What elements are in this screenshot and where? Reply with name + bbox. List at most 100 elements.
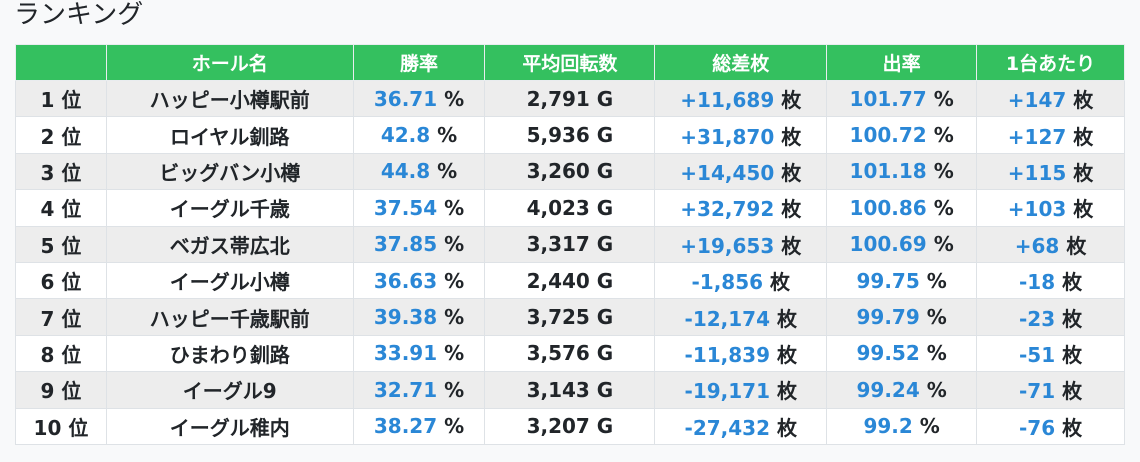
- payout-rate-cell: 99.75 %: [826, 261, 978, 300]
- total-diff-cell: +31,870 枚: [654, 116, 828, 154]
- table-row: 6 位イーグル小樽 36.63 % 2,440 G -1,856 枚 99.75 % -1…: [15, 261, 1125, 300]
- payout-rate-cell-unit: %: [926, 268, 947, 293]
- rank-cell-value: 4 位: [40, 197, 82, 222]
- win-rate-cell-value: 44.8: [380, 159, 431, 184]
- table-row: 1 位ハッピー小樽駅前 36.71 % 2,791 G +11,689 枚 101.77…: [15, 79, 1125, 118]
- rank-cell: 7 位: [15, 298, 107, 336]
- per-machine-cell: -23 枚: [976, 298, 1125, 336]
- per-machine-cell-unit: 枚: [1062, 342, 1083, 367]
- hall-name-cell: イーグル稚内: [105, 407, 354, 445]
- per-machine-cell: -51 枚: [976, 334, 1125, 373]
- table-row: 4 位イーグル千歳 37.54 % 4,023 G +32,792 枚 100.86 %…: [15, 189, 1125, 227]
- rank-cell-value: 10 位: [33, 415, 89, 440]
- hall-name-cell-value: ロイヤル釧路: [170, 124, 290, 149]
- total-diff-cell-value: -27,432: [684, 415, 770, 440]
- per-machine-cell-value: -51: [1018, 342, 1056, 367]
- avg-spins-cell: 4,023 G: [484, 189, 656, 227]
- rank-cell: 4 位: [15, 189, 107, 227]
- per-machine-cell-unit: 枚: [1073, 124, 1094, 149]
- avg-spins-cell-value: 3,317 G: [526, 232, 614, 257]
- hall-name-cell: ハッピー小樽駅前: [105, 79, 354, 118]
- page-title: ランキング: [14, 0, 144, 30]
- total-diff-cell-value: -12,174: [684, 306, 770, 331]
- win-rate-cell-unit: %: [437, 159, 458, 184]
- per-machine-cell-value: -76: [1018, 415, 1056, 440]
- win-rate-cell-value: 32.71: [373, 377, 438, 402]
- per-machine-cell: +68 枚: [976, 225, 1125, 263]
- hall-name-cell-value: イーグル9: [182, 379, 277, 404]
- per-machine-cell-value: +147: [1007, 88, 1067, 113]
- win-rate-cell-value: 39.38: [373, 305, 438, 330]
- payout-rate-cell-value: 101.18: [849, 159, 927, 184]
- avg-spins-cell: 2,791 G: [484, 79, 656, 118]
- table-header: ホール名 勝率 平均回転数 総差枚 出率 1台あたり: [15, 44, 1125, 81]
- payout-rate-cell: 100.86 %: [826, 189, 978, 227]
- total-diff-cell-unit: 枚: [776, 306, 797, 331]
- avg-spins-cell: 3,317 G: [484, 225, 656, 263]
- payout-rate-cell-value: 99.79: [856, 305, 920, 330]
- total-diff-cell-value: +32,792: [680, 197, 775, 222]
- per-machine-cell-unit: 枚: [1073, 88, 1094, 113]
- avg-spins-cell-value: 4,023 G: [526, 195, 614, 220]
- win-rate-cell: 44.8 %: [352, 152, 486, 191]
- per-machine-cell-unit: 枚: [1062, 270, 1083, 295]
- payout-rate-cell-value: 100.72: [849, 123, 927, 148]
- total-diff-cell-unit: 枚: [781, 124, 802, 149]
- payout-rate-cell-unit: %: [933, 86, 954, 111]
- hall-name-cell: イーグル9: [105, 371, 354, 409]
- rank-cell: 2 位: [15, 116, 107, 154]
- table-row: 9 位イーグル9 32.71 % 3,143 G -19,171 枚 99.24 % -7…: [15, 371, 1125, 409]
- table-body: 1 位ハッピー小樽駅前 36.71 % 2,791 G +11,689 枚 101.77…: [15, 79, 1125, 445]
- header-row: ホール名 勝率 平均回転数 総差枚 出率 1台あたり: [15, 44, 1125, 81]
- hall-name-cell-value: ハッピー千歳駅前: [149, 306, 310, 331]
- total-diff-cell: -19,171 枚: [654, 371, 828, 409]
- per-machine-cell-value: -71: [1018, 379, 1056, 404]
- table-row: 7 位ハッピー千歳駅前 39.38 % 3,725 G -12,174 枚 99.79 …: [15, 298, 1125, 336]
- per-machine-cell: -76 枚: [976, 407, 1125, 445]
- payout-rate-cell: 101.18 %: [826, 152, 978, 191]
- payout-rate-cell-unit: %: [933, 195, 954, 220]
- avg-spins-cell: 3,260 G: [484, 152, 656, 191]
- avg-spins-cell: 3,143 G: [484, 371, 656, 409]
- total-diff-cell-unit: 枚: [781, 197, 802, 222]
- win-rate-cell-value: 37.85: [373, 232, 438, 257]
- ranking-table: ホール名 勝率 平均回転数 総差枚 出率 1台あたり 1 位 ハッピー小樽駅前 36…: [15, 44, 1125, 445]
- win-rate-cell: 36.63 %: [352, 261, 486, 300]
- avg-spins-cell: 3,725 G: [484, 298, 656, 336]
- total-diff-cell: +32,792 枚: [654, 189, 828, 227]
- total-diff-cell-unit: 枚: [781, 160, 802, 185]
- total-diff-cell-unit: 枚: [776, 342, 797, 367]
- total-diff-cell-unit: 枚: [770, 270, 791, 295]
- win-rate-cell-value: 36.71: [373, 86, 438, 111]
- rank-cell: 5 位: [15, 225, 107, 263]
- payout-rate-cell: 99.52 %: [826, 334, 978, 373]
- payout-rate-cell-unit: %: [926, 341, 947, 366]
- payout-rate-cell-unit: %: [933, 123, 954, 148]
- per-machine-cell-value: -23: [1018, 306, 1056, 331]
- per-machine-cell-unit: 枚: [1073, 197, 1094, 222]
- header-avg-spins: 平均回転数: [484, 44, 656, 81]
- win-rate-cell-unit: %: [444, 414, 465, 439]
- win-rate-cell-unit: %: [444, 377, 465, 402]
- total-diff-cell-value: +11,689: [680, 88, 775, 113]
- win-rate-cell: 33.91 %: [352, 334, 486, 373]
- rank-cell-value: 7 位: [40, 306, 82, 331]
- per-machine-cell: +147 枚: [976, 79, 1125, 118]
- total-diff-cell-value: +31,870: [680, 124, 775, 149]
- payout-rate-cell-value: 100.86: [849, 195, 927, 220]
- total-diff-cell: -12,174 枚: [654, 298, 828, 336]
- hall-name-cell: ハッピー千歳駅前: [105, 298, 354, 336]
- rank-cell: 9 位: [15, 371, 107, 409]
- hall-name-cell-value: イーグル稚内: [169, 415, 290, 440]
- rank-cell: 1 位: [15, 79, 107, 118]
- total-diff-cell: +14,450 枚: [654, 152, 828, 191]
- rank-cell-value: 3 位: [40, 160, 82, 185]
- win-rate-cell-unit: %: [444, 195, 465, 220]
- win-rate-cell: 38.27 %: [352, 407, 486, 445]
- per-machine-cell-value: +127: [1007, 124, 1067, 149]
- avg-spins-cell-value: 3,260 G: [526, 159, 614, 184]
- hall-name-cell: イーグル小樽: [105, 261, 354, 300]
- avg-spins-cell-value: 3,207 G: [526, 414, 614, 439]
- per-machine-cell: +127 枚: [976, 116, 1125, 154]
- payout-rate-cell: 101.77 %: [826, 79, 978, 118]
